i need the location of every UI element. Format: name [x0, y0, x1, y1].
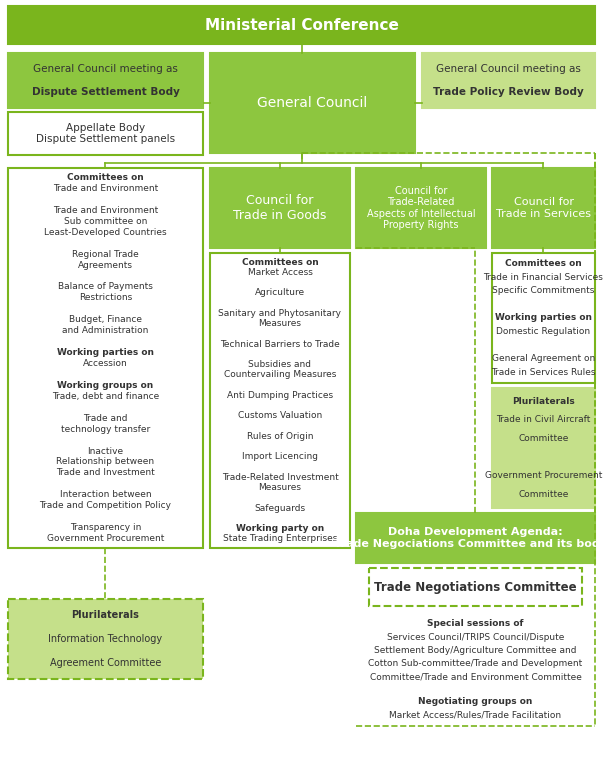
Text: Agreements: Agreements [78, 260, 133, 269]
Text: General Council: General Council [257, 96, 368, 110]
Bar [492, 168, 595, 248]
Bar [356, 168, 486, 248]
Bar [8, 112, 203, 155]
Text: Committees on: Committees on [67, 173, 144, 182]
Text: Council for
Trade-Related
Aspects of Intellectual
Property Rights: Council for Trade-Related Aspects of Int… [367, 185, 475, 230]
Text: Trade Negotiations Committee: Trade Negotiations Committee [374, 581, 577, 594]
Text: Domestic Regulation: Domestic Regulation [496, 327, 590, 336]
Bar [210, 53, 415, 153]
Text: Sanitary and Phytosanitary: Sanitary and Phytosanitary [218, 309, 341, 318]
Text: Agriculture: Agriculture [255, 288, 305, 298]
Bar [356, 691, 595, 726]
Text: Budget, Finance: Budget, Finance [69, 315, 142, 324]
Text: Balance of Payments: Balance of Payments [58, 282, 153, 291]
Text: Committee/Trade and Environment Committee: Committee/Trade and Environment Committe… [370, 673, 581, 682]
Text: Safeguards: Safeguards [254, 504, 306, 513]
Text: Appellate Body
Dispute Settlement panels: Appellate Body Dispute Settlement panels [36, 123, 175, 144]
Text: Working parties on: Working parties on [57, 348, 154, 357]
Bar [356, 513, 595, 563]
Text: Technical Barriers to Trade: Technical Barriers to Trade [220, 340, 340, 349]
Bar [8, 599, 203, 679]
Text: Interaction between: Interaction between [60, 491, 151, 499]
Text: Agreement Committee: Agreement Committee [50, 658, 161, 668]
Text: Information Technology: Information Technology [48, 634, 163, 644]
Text: Trade and Environment: Trade and Environment [53, 206, 158, 215]
Text: Relationship between: Relationship between [57, 458, 154, 466]
Text: Regional Trade: Regional Trade [72, 250, 139, 259]
Text: Measures: Measures [259, 319, 302, 328]
Text: Trade in Civil Aircraft: Trade in Civil Aircraft [496, 416, 591, 424]
Text: Sub committee on: Sub committee on [64, 217, 147, 226]
Text: Trade and: Trade and [83, 414, 128, 423]
Text: Special sessions of: Special sessions of [428, 620, 524, 628]
Text: Restrictions: Restrictions [79, 293, 132, 302]
Text: General Council meeting as: General Council meeting as [33, 64, 178, 74]
Text: Trade and Competition Policy: Trade and Competition Policy [40, 501, 171, 510]
Text: Trade, debt and finance: Trade, debt and finance [52, 391, 159, 401]
Text: Ministerial Conference: Ministerial Conference [204, 18, 399, 33]
Text: Services Council/TRIPS Council/Dispute: Services Council/TRIPS Council/Dispute [387, 633, 564, 642]
Text: Customs Valuation: Customs Valuation [238, 411, 322, 420]
Text: Import Licencing: Import Licencing [242, 452, 318, 462]
Text: Doha Development Agenda:
Trade Negociations Committee and its bodies: Doha Development Agenda: Trade Negociati… [333, 527, 603, 549]
Text: Rules of Origin: Rules of Origin [247, 432, 313, 441]
Text: Working groups on: Working groups on [57, 381, 154, 390]
Text: Settlement Body/Agriculture Committee and: Settlement Body/Agriculture Committee an… [374, 646, 576, 655]
Text: Committees on: Committees on [242, 258, 318, 266]
Text: General Agreement on: General Agreement on [492, 354, 595, 363]
Text: Government Procurement: Government Procurement [47, 534, 164, 543]
Text: Trade in Financial Services: Trade in Financial Services [484, 273, 603, 282]
Text: Plurilaterals: Plurilaterals [512, 397, 575, 406]
Bar [8, 53, 203, 108]
Bar [8, 6, 595, 44]
Text: Council for
Trade in Services: Council for Trade in Services [496, 197, 591, 219]
Text: Committee: Committee [519, 490, 569, 499]
Bar [492, 388, 595, 508]
Text: Subsidies and: Subsidies and [248, 360, 312, 369]
Text: Least-Developed Countries: Least-Developed Countries [44, 227, 167, 237]
Text: Trade-Related Investment: Trade-Related Investment [222, 473, 338, 482]
Text: Market Access/Rules/Trade Facilitation: Market Access/Rules/Trade Facilitation [390, 711, 561, 720]
Text: Cotton Sub-committee/Trade and Development: Cotton Sub-committee/Trade and Developme… [368, 659, 582, 668]
Bar [492, 253, 595, 383]
Text: Trade and Environment: Trade and Environment [53, 184, 158, 193]
Text: and Administration: and Administration [62, 326, 149, 335]
Text: Negotiating groups on: Negotiating groups on [418, 697, 532, 707]
Text: Accession: Accession [83, 359, 128, 368]
Text: Dispute Settlement Body: Dispute Settlement Body [31, 87, 180, 97]
Text: Trade and Investment: Trade and Investment [56, 468, 155, 478]
Text: Committees on: Committees on [505, 259, 582, 269]
Bar [422, 53, 595, 108]
Text: Measures: Measures [259, 483, 302, 492]
Text: Transparency in: Transparency in [70, 523, 141, 532]
Text: Committee: Committee [519, 434, 569, 443]
Text: Trade Policy Review Body: Trade Policy Review Body [433, 87, 584, 97]
Text: Anti Dumping Practices: Anti Dumping Practices [227, 391, 333, 400]
Text: Plurilaterals: Plurilaterals [72, 610, 139, 620]
Text: Working parties on: Working parties on [495, 314, 592, 323]
Bar [210, 253, 350, 548]
Text: Council for
Trade in Goods: Council for Trade in Goods [233, 194, 327, 222]
Text: Trade in Services Rules: Trade in Services Rules [491, 368, 596, 377]
Text: Government Procurement: Government Procurement [485, 472, 602, 481]
Text: Inactive: Inactive [87, 446, 124, 456]
Text: Specific Commitments: Specific Commitments [492, 286, 595, 295]
Bar [356, 613, 595, 688]
Text: technology transfer: technology transfer [61, 425, 150, 433]
Bar [369, 568, 582, 606]
Bar [8, 168, 203, 548]
Text: General Council meeting as: General Council meeting as [436, 64, 581, 74]
Text: Countervailing Measures: Countervailing Measures [224, 370, 336, 379]
Text: Working party on: Working party on [236, 524, 324, 533]
Text: State Trading Enterprises: State Trading Enterprises [223, 534, 337, 543]
Bar [210, 168, 350, 248]
Text: Market Access: Market Access [248, 268, 312, 277]
